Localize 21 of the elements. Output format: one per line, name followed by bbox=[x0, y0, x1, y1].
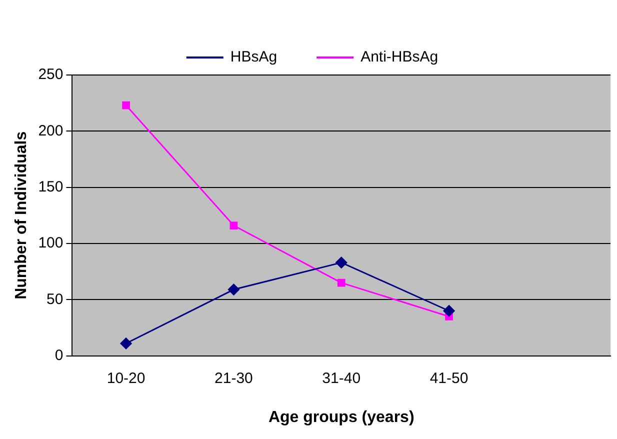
point bbox=[120, 338, 132, 350]
y-tick-label: 0 bbox=[54, 346, 64, 364]
y-axis-title: Number of Individuals bbox=[13, 131, 30, 300]
point bbox=[122, 101, 130, 110]
legend-label: HBsAg bbox=[230, 48, 278, 66]
y-tick-label: 150 bbox=[38, 178, 64, 196]
point bbox=[228, 284, 240, 296]
x-axis-title: Age groups (years) bbox=[268, 408, 414, 426]
x-tick-label: 10-20 bbox=[106, 370, 146, 387]
legend-label: Anti-HBsAg bbox=[360, 48, 438, 66]
y-tick-label: 100 bbox=[38, 234, 64, 252]
point bbox=[336, 256, 348, 268]
x-tick-label: 41-50 bbox=[430, 370, 468, 387]
y-tick-label: 250 bbox=[38, 66, 64, 84]
y-tick-label: 50 bbox=[46, 290, 64, 308]
y-tick-label: 200 bbox=[38, 122, 64, 140]
point bbox=[230, 222, 238, 230]
point bbox=[337, 278, 346, 287]
x-tick-label: 21-30 bbox=[214, 370, 253, 387]
x-tick-label: 31-40 bbox=[322, 370, 361, 387]
point bbox=[443, 305, 455, 317]
